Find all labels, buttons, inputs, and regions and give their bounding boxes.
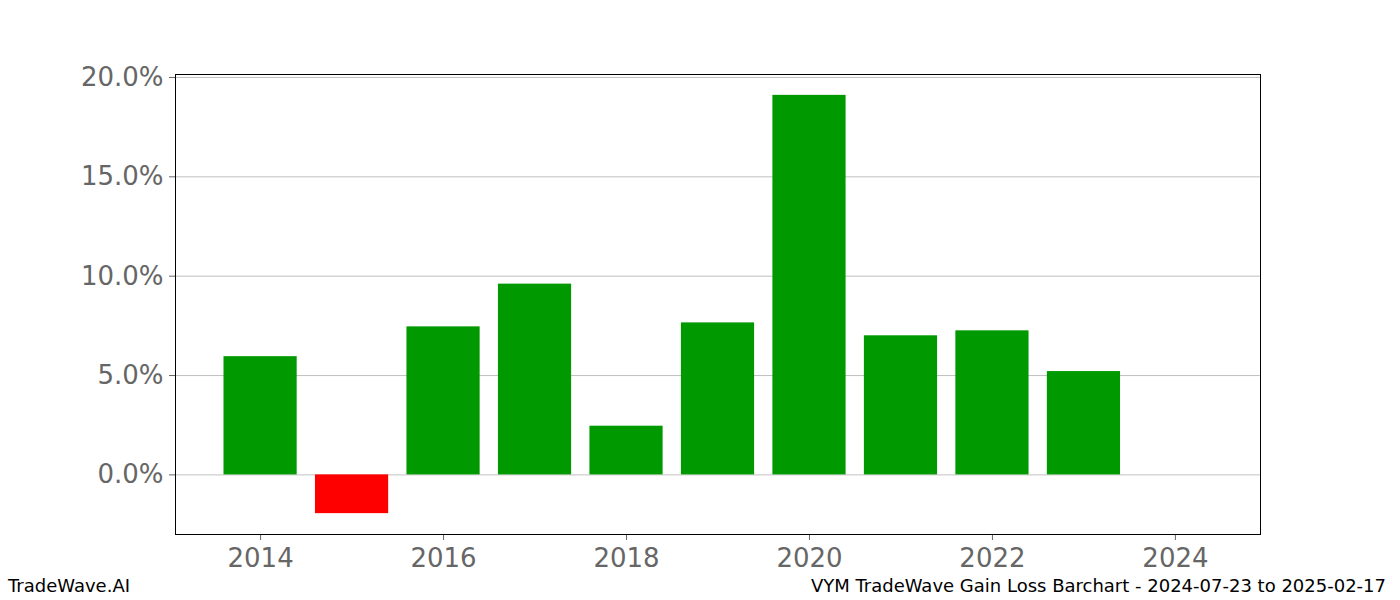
html-text:VYM TradeWave Gain Loss Barcha: VYM TradeWave Gain Loss Barchart - 2024-… — [810, 575, 1386, 596]
svg-text:0.0%: 0.0% — [97, 459, 163, 489]
svg-text:2018: 2018 — [593, 543, 659, 573]
svg-text:2020: 2020 — [776, 543, 842, 573]
svg-text:5.0%: 5.0% — [97, 360, 163, 390]
html-text:TradeWave.AI: TradeWave.AI — [8, 575, 130, 596]
svg-text:2022: 2022 — [959, 543, 1025, 573]
svg-text:15.0%: 15.0% — [81, 161, 164, 191]
svg-text:2016: 2016 — [410, 543, 476, 573]
svg-text:2024: 2024 — [1142, 543, 1208, 573]
svg-text:10.0%: 10.0% — [81, 261, 164, 291]
svg-text:2014: 2014 — [227, 543, 293, 573]
svg-text:20.0%: 20.0% — [81, 62, 164, 92]
